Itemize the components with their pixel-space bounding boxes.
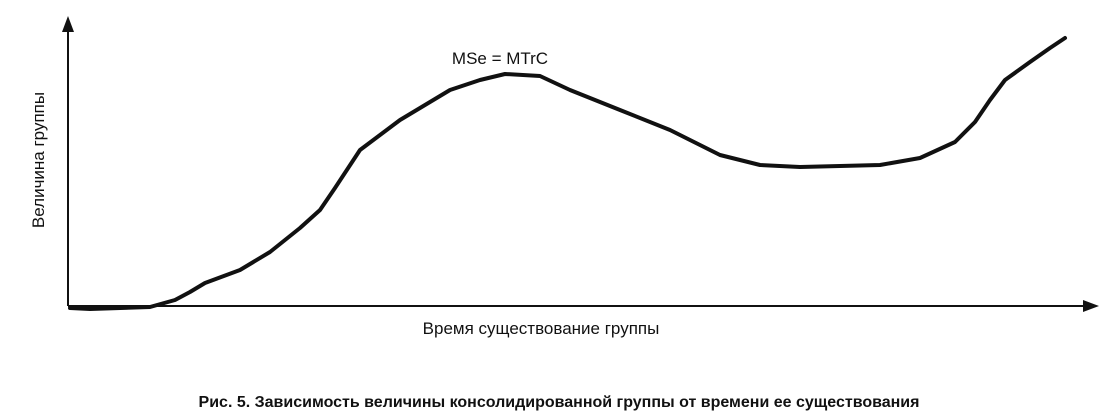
x-axis-arrow bbox=[1083, 300, 1099, 312]
x-axis-label: Время существование группы bbox=[423, 319, 660, 338]
y-axis-label: Величина группы bbox=[29, 92, 48, 228]
annotation: MSe = MTrC bbox=[452, 49, 548, 68]
y-axis-arrow bbox=[62, 16, 74, 32]
group-size-curve bbox=[68, 36, 1067, 311]
caption: Рис. 5. Зависимость величины консолидиро… bbox=[199, 394, 920, 411]
